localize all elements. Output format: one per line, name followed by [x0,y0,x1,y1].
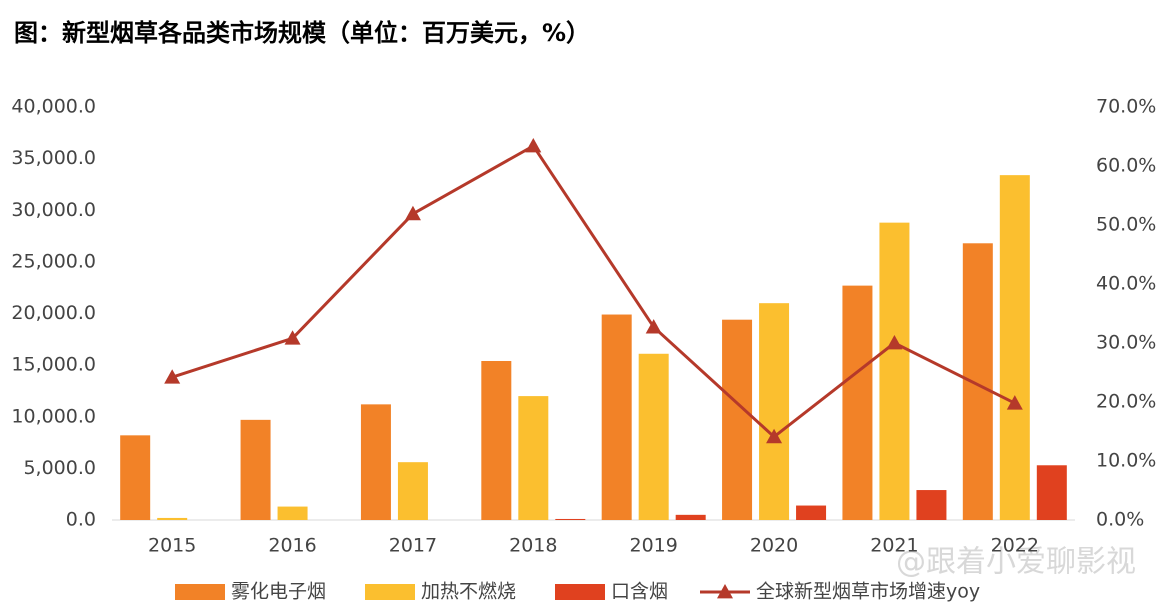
bar [796,505,827,520]
y-tick-label: 25,000.0 [11,250,96,272]
bar [360,404,391,520]
y2-tick-label: 20.0% [1096,391,1156,413]
bar [601,314,632,520]
x-tick-label: 2017 [389,535,437,557]
y2-tick-label: 60.0% [1096,155,1156,177]
y-tick-label: 0.0 [66,509,96,531]
x-tick-label: 2019 [630,535,678,557]
legend-label: 全球新型烟草市场增速yoy [756,581,980,603]
y-tick-label: 5,000.0 [23,457,96,479]
bar [638,353,669,520]
y-tick-label: 40,000.0 [11,96,96,118]
marker [1006,395,1023,410]
marker [645,319,662,334]
bar [842,285,873,520]
bar [120,435,151,520]
bar [277,506,308,520]
x-tick-label: 2016 [268,535,316,557]
bar [916,490,947,520]
marker [525,137,542,153]
y2-tick-label: 40.0% [1096,273,1156,295]
watermark: @跟着小爱聊影视 [896,545,1136,580]
legend-swatch [365,584,415,600]
legend-label: 口含烟 [611,581,668,603]
bar [397,462,428,520]
y-tick-label: 15,000.0 [11,354,96,376]
x-tick-label: 2021 [870,535,918,557]
bar [759,303,790,520]
marker [284,330,301,345]
bar [675,514,706,520]
y-tick-label: 30,000.0 [11,199,96,221]
y-tick-label: 10,000.0 [11,405,96,427]
x-tick-label: 2018 [509,535,557,557]
y2-tick-label: 70.0% [1096,96,1156,118]
y2-tick-label: 50.0% [1096,214,1156,236]
bar [1036,465,1067,520]
legend-label: 加热不燃烧 [421,581,516,603]
bar [481,360,512,520]
y2-tick-label: 30.0% [1096,332,1156,354]
marker [164,369,181,384]
legend-swatch [175,584,225,600]
legend-label: 雾化电子烟 [231,581,326,603]
legend-swatch [717,584,733,599]
x-tick-label: 2015 [148,535,196,557]
chart-title: 图：新型烟草各品类市场规模（单位：百万美元，%） [14,19,590,47]
bar [879,222,910,520]
legend-swatch [555,584,605,600]
x-tick-label: 2022 [991,535,1039,557]
y-tick-label: 20,000.0 [11,302,96,324]
y2-tick-label: 10.0% [1096,450,1156,472]
marker [404,205,421,221]
bar [518,396,549,520]
bar [962,243,993,521]
bar [722,319,753,520]
bar [240,419,271,520]
y-tick-label: 35,000.0 [11,147,96,169]
marker [766,428,783,444]
marker [886,335,903,350]
line [171,143,1016,439]
bar [999,175,1030,520]
bar [555,518,586,520]
bar [157,517,188,520]
x-tick-label: 2020 [750,535,798,557]
y2-tick-label: 0.0% [1096,509,1144,531]
